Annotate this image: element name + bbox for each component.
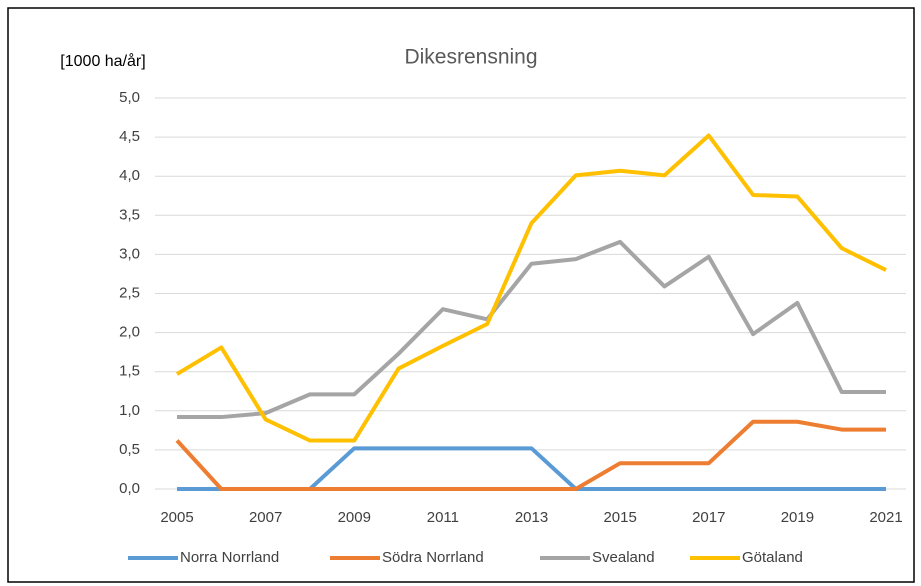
y-tick-label: 5,0 <box>119 89 140 106</box>
chart-title: Dikesrensning <box>404 46 537 69</box>
y-tick-label: 1,0 <box>119 402 140 419</box>
y-tick-label: 1,5 <box>119 363 140 380</box>
y-axis-label: [1000 ha/år] <box>60 52 145 70</box>
x-tick-label: 2019 <box>781 509 814 526</box>
y-tick-label: 0,5 <box>119 441 140 458</box>
x-tick-label: 2009 <box>338 509 371 526</box>
x-tick-label: 2005 <box>160 509 193 526</box>
series-line <box>177 239 886 420</box>
x-tick-label: 2021 <box>869 509 902 526</box>
x-tick-label: 2015 <box>603 509 636 526</box>
x-tick-label: 2011 <box>427 509 459 526</box>
series-line <box>175 419 886 491</box>
legend-label: Södra Norrland <box>382 549 484 566</box>
legend-label: Svealand <box>592 549 655 566</box>
y-tick-label: 4,5 <box>119 128 140 145</box>
x-tick-label: 2017 <box>692 509 725 526</box>
y-tick-label: 2,0 <box>119 324 140 341</box>
y-tick-label: 4,0 <box>119 167 140 184</box>
series-line <box>175 133 887 443</box>
y-tick-label: 3,5 <box>119 206 140 223</box>
y-tick-label: 0,0 <box>119 480 140 497</box>
chart-frame <box>7 7 915 583</box>
x-tick-label: 2007 <box>249 509 282 526</box>
x-tick-label: 2013 <box>515 509 548 526</box>
legend-label: Norra Norrland <box>180 549 279 566</box>
legend-label: Götaland <box>742 549 803 566</box>
y-tick-label: 2,5 <box>119 284 140 301</box>
y-tick-label: 3,0 <box>119 245 140 262</box>
